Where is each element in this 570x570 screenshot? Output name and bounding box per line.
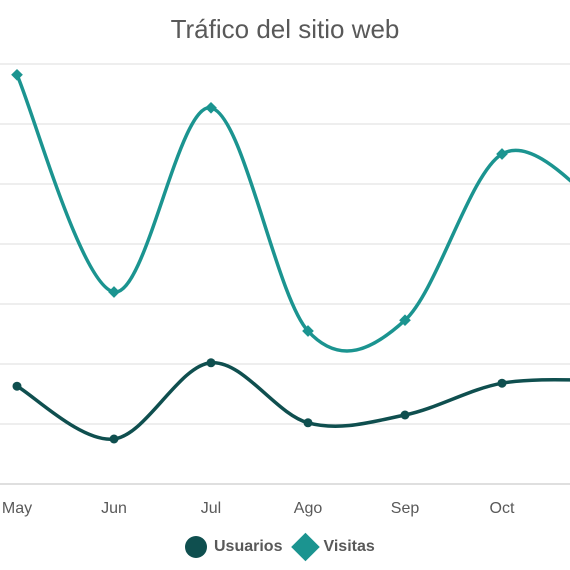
- x-tick-label: Jul: [201, 500, 221, 517]
- x-tick-label: Oct: [490, 500, 515, 517]
- chart-title: Tráfico del sitio web: [171, 14, 400, 44]
- point: [206, 358, 216, 368]
- line: [15, 74, 570, 353]
- point: [12, 381, 22, 391]
- point: [303, 418, 313, 428]
- point: [399, 314, 411, 327]
- legend-label: Usuarios: [214, 538, 283, 555]
- x-tick-label: Ago: [294, 500, 323, 517]
- legend-label: Visitas: [323, 538, 374, 555]
- x-tick-label: Jun: [101, 500, 127, 517]
- point: [108, 286, 120, 298]
- line: [16, 361, 570, 441]
- point: [11, 68, 23, 81]
- point: [302, 325, 314, 337]
- point: [400, 410, 410, 420]
- point: [497, 378, 507, 388]
- x-tick-label: May: [2, 500, 32, 517]
- point: [109, 434, 119, 444]
- point: [496, 148, 508, 160]
- legend-marker: [185, 536, 207, 558]
- x-tick-label: Sep: [391, 500, 420, 517]
- legend-marker: [291, 532, 320, 562]
- legend: Usuarios Visitas: [185, 532, 375, 562]
- point: [205, 101, 217, 114]
